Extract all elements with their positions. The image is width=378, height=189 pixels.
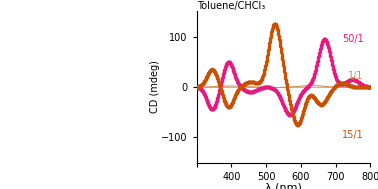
X-axis label: λ (nm): λ (nm) — [265, 183, 302, 189]
Text: Toluene/CHCl₃: Toluene/CHCl₃ — [197, 1, 265, 11]
Text: 1/1: 1/1 — [348, 71, 364, 81]
Text: 15/1: 15/1 — [342, 130, 364, 140]
Text: 50/1: 50/1 — [342, 34, 364, 43]
Y-axis label: CD (mdeg): CD (mdeg) — [150, 60, 160, 113]
